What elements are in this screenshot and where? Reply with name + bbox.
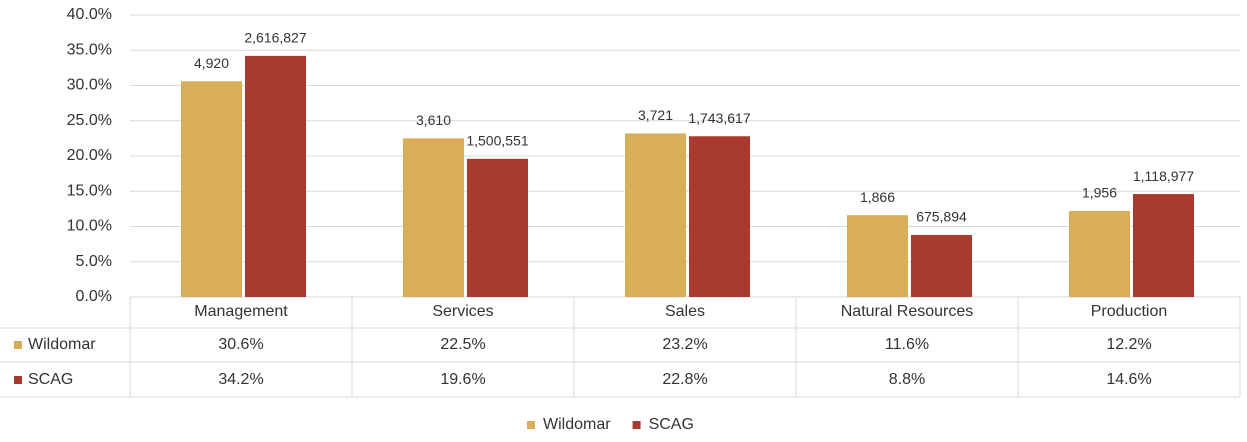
legend-label: Wildomar [543,416,611,433]
x-tick-label: Services [432,303,493,320]
y-tick-label: 40.0% [67,6,112,23]
y-tick-label: 30.0% [67,77,112,94]
y-tick-label: 35.0% [67,41,112,58]
bar [847,215,908,297]
table-value: 30.6% [218,336,263,353]
table-value: 14.6% [1106,371,1151,388]
data-label: 4,920 [194,55,229,71]
table-value: 34.2% [218,371,263,388]
data-label: 2,616,827 [244,30,306,46]
data-label: 1,956 [1082,185,1117,201]
y-tick-label: 0.0% [76,288,112,305]
table-row-label: Wildomar [28,336,96,353]
bar [911,234,972,297]
bar [467,158,528,297]
bar [181,81,242,298]
x-tick-label: Natural Resources [841,303,974,320]
y-tick-label: 15.0% [67,182,112,199]
table-legend-swatch [14,376,22,384]
bar [625,133,686,297]
table-legend-swatch [14,341,22,349]
table-value: 12.2% [1106,336,1151,353]
x-tick-label: Management [194,303,288,320]
data-label: 3,610 [416,112,451,128]
data-label: 3,721 [638,107,673,123]
data-label: 1,118,977 [1133,168,1194,184]
data-label: 675,894 [916,209,967,225]
table-value: 19.6% [440,371,485,388]
table-row-label: SCAG [28,371,73,388]
bar [1069,210,1130,297]
x-tick-label: Production [1091,303,1168,320]
table-value: 22.5% [440,336,485,353]
bar [1133,194,1194,297]
table-value: 11.6% [885,336,929,353]
bar [245,55,306,297]
table-value: 22.8% [662,371,707,388]
bar [689,136,750,297]
legend-swatch [632,421,641,429]
y-tick-label: 25.0% [67,112,112,129]
data-label: 1,743,617 [688,110,750,126]
legend-label: SCAG [649,416,694,433]
legend-swatch [527,421,535,429]
y-tick-label: 10.0% [67,218,112,235]
data-label: 1,500,551 [466,133,528,149]
bar [403,138,464,297]
y-tick-label: 20.0% [67,147,112,164]
table-value: 8.8% [889,371,925,388]
data-label: 1,866 [860,189,895,205]
x-tick-label: Sales [665,303,705,320]
y-tick-label: 5.0% [76,253,112,270]
table-value: 23.2% [662,336,707,353]
